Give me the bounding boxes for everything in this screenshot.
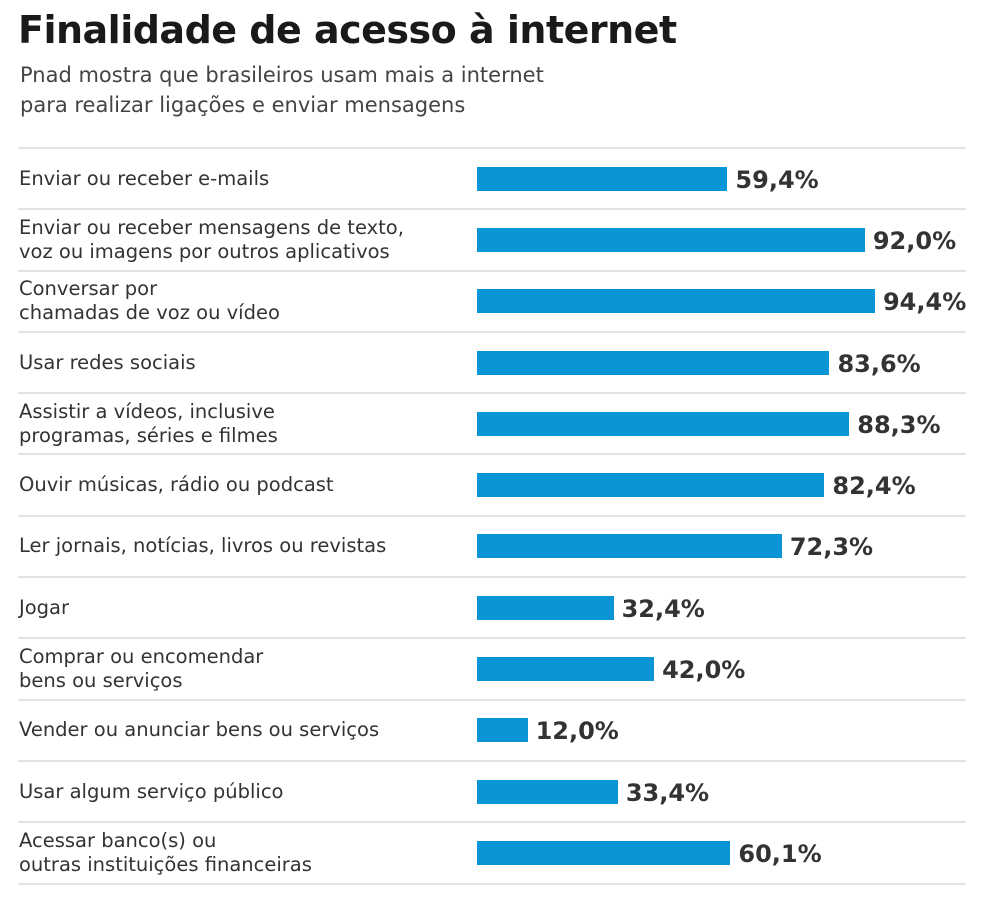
chart-title: Finalidade de acesso à internet [18, 8, 677, 52]
bar [477, 534, 782, 559]
bar-row: Enviar ou receber e-mails 59,4% [18, 147, 966, 208]
category-label: Ler jornais, notícias, livros ou revista… [19, 534, 387, 558]
bar-chart: Enviar ou receber e-mails 59,4% Enviar ou … [18, 147, 966, 885]
bar-row: Ouvir músicas, rádio ou podcast 82,4% [18, 453, 966, 514]
category-label: Enviar ou receber mensagens de texto, vo… [19, 215, 404, 263]
category-label: Enviar ou receber e-mails [19, 166, 270, 190]
bar [477, 595, 614, 620]
bar-row: Conversar por chamadas de voz ou vídeo 94… [18, 269, 967, 331]
bar [477, 227, 865, 252]
value-label: 33,4% [625, 778, 710, 807]
category-label: Jogar [19, 595, 70, 619]
bar-row: Ler jornais, notícias, livros ou revista… [18, 514, 966, 576]
category-label: Usar redes sociais [19, 350, 196, 374]
value-label: 12,0% [535, 717, 619, 746]
category-label: Vender ou anunciar bens ou serviços [19, 718, 380, 742]
bar-row: Jogar 32,4% [18, 576, 966, 637]
bar [477, 289, 875, 314]
value-label: 94,4% [882, 288, 967, 317]
value-label: 32,4% [621, 594, 705, 623]
value-label: 42,0% [662, 656, 746, 685]
bar [477, 166, 728, 191]
bar-row: Enviar ou receber mensagens de texto, vo… [18, 208, 966, 269]
value-label: 60,1% [738, 840, 822, 869]
bar-row: Comprar ou encomendar bens ou serviços 42… [18, 637, 966, 698]
category-label: Acessar banco(s) ou outras instituições … [19, 828, 312, 876]
value-label: 88,3% [857, 410, 941, 439]
value-label: 82,4% [832, 472, 916, 501]
bar-row: Assistir a vídeos, inclusive programas, … [18, 392, 966, 453]
bar [477, 350, 830, 375]
value-label: 83,6% [837, 349, 921, 378]
bar-row: Usar redes sociais 83,6% [18, 330, 966, 392]
category-label: Conversar por chamadas de voz ou vídeo [19, 277, 280, 325]
chart-subtitle: Pnad mostra que brasileiros usam mais a … [20, 63, 544, 117]
value-label: 92,0% [872, 227, 957, 256]
bar [477, 657, 655, 682]
bar [477, 779, 618, 804]
bar [477, 840, 731, 865]
bar [477, 473, 825, 498]
bar-row: Acessar banco(s) ou outras instituições … [18, 821, 966, 885]
value-label: 59,4% [735, 165, 819, 194]
category-label: Ouvir músicas, rádio ou podcast [19, 473, 334, 497]
bar-row: Vender ou anunciar bens ou serviços 12,0% [18, 698, 966, 760]
bar [477, 718, 528, 743]
bar-row: Usar algum serviço público 33,4% [18, 759, 966, 821]
value-label: 72,3% [789, 533, 874, 562]
category-label: Assistir a vídeos, inclusive programas, … [19, 399, 278, 447]
category-label: Usar algum serviço público [19, 779, 284, 803]
bar [477, 411, 850, 436]
category-label: Comprar ou encomendar bens ou serviços [19, 645, 264, 693]
